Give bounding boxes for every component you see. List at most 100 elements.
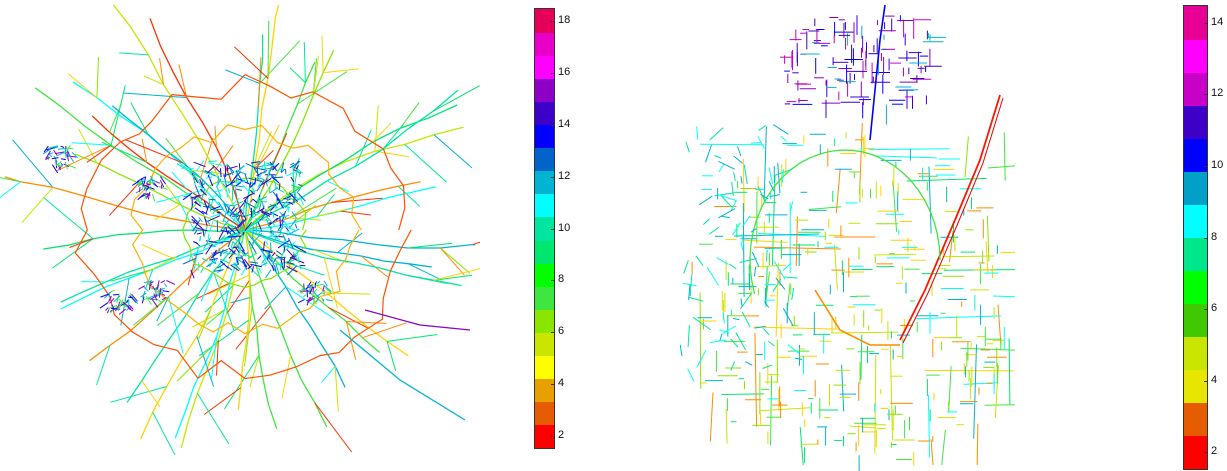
road-segment bbox=[71, 142, 112, 146]
road-segment bbox=[275, 263, 280, 275]
road-segment bbox=[220, 240, 230, 243]
colorbar-tick-label: 12 bbox=[1211, 87, 1224, 100]
road-segment bbox=[769, 194, 780, 198]
road-segment bbox=[235, 182, 242, 187]
road-segment bbox=[252, 198, 258, 204]
road-segment bbox=[265, 240, 269, 246]
road-segment bbox=[257, 167, 266, 171]
road-segment bbox=[244, 173, 249, 184]
road-segment bbox=[259, 40, 301, 84]
road-segment bbox=[159, 179, 165, 188]
road-segment bbox=[153, 182, 158, 187]
road-segment bbox=[191, 172, 199, 183]
road-segment bbox=[225, 252, 238, 255]
road-segment bbox=[45, 148, 50, 151]
road-segment bbox=[190, 269, 195, 279]
colorbar-tick-label: 4 bbox=[1211, 373, 1218, 386]
colorbar-tick-mark bbox=[1204, 452, 1208, 454]
road-segment bbox=[229, 207, 238, 217]
road-segment bbox=[129, 293, 135, 299]
road-segment bbox=[117, 303, 122, 312]
road-segment bbox=[407, 242, 453, 249]
road-segment bbox=[209, 221, 214, 233]
road-segment bbox=[101, 141, 147, 163]
road-network-map-left bbox=[0, 0, 480, 455]
road-segment bbox=[272, 229, 274, 236]
road-segment bbox=[751, 251, 760, 267]
road-segment bbox=[272, 161, 274, 168]
road-segment bbox=[799, 427, 804, 466]
road-segment bbox=[303, 42, 306, 83]
road-segment bbox=[269, 187, 279, 194]
road-segment bbox=[281, 355, 292, 399]
road-segment bbox=[227, 235, 233, 248]
road-segment bbox=[964, 136, 969, 178]
road-segment bbox=[768, 180, 775, 192]
road-segment bbox=[206, 309, 225, 326]
road-segment bbox=[137, 193, 145, 201]
colorbar-tick-mark bbox=[1204, 237, 1208, 239]
road-segment bbox=[228, 212, 240, 216]
road-segment bbox=[178, 64, 188, 98]
road-segment bbox=[43, 145, 49, 153]
road-segment bbox=[868, 148, 950, 151]
road-segment bbox=[942, 255, 995, 258]
road-segment bbox=[115, 302, 123, 309]
road-segment bbox=[137, 180, 146, 188]
road-segment bbox=[741, 233, 745, 246]
road-segment bbox=[215, 178, 222, 188]
road-segment bbox=[243, 259, 251, 268]
road-segment bbox=[212, 164, 221, 173]
road-segment bbox=[235, 170, 243, 181]
road-segment bbox=[193, 161, 206, 168]
road-segment bbox=[244, 305, 253, 367]
road-segment bbox=[106, 309, 110, 314]
road-segment bbox=[124, 299, 128, 304]
road-segment bbox=[771, 175, 776, 266]
road-segment bbox=[334, 366, 339, 412]
colorbar-segment bbox=[535, 332, 554, 357]
road-segment bbox=[205, 170, 213, 180]
colorbar-tick-mark bbox=[551, 20, 555, 22]
road-segment bbox=[258, 200, 263, 211]
road-segment bbox=[60, 162, 63, 167]
road-segment bbox=[53, 149, 58, 156]
road-segment bbox=[733, 155, 743, 164]
colorbar-segment bbox=[1184, 303, 1207, 338]
road-segment bbox=[197, 262, 200, 271]
road-segment bbox=[240, 255, 248, 268]
road-segment bbox=[201, 258, 208, 262]
road-segment bbox=[928, 166, 932, 234]
colorbar-tick-mark bbox=[551, 228, 555, 230]
road-segment bbox=[286, 206, 289, 211]
road-segment bbox=[203, 225, 208, 238]
road-segment bbox=[141, 296, 145, 304]
road-segment bbox=[270, 176, 280, 184]
road-segment bbox=[205, 243, 213, 255]
colorbar-tick-label: 6 bbox=[1211, 302, 1218, 315]
road-segment bbox=[196, 282, 231, 300]
road-segment bbox=[754, 332, 758, 427]
road-segment bbox=[151, 299, 159, 308]
road-segment bbox=[223, 173, 232, 176]
road-segment bbox=[269, 254, 275, 268]
road-segment bbox=[193, 194, 199, 200]
road-segment bbox=[216, 340, 219, 376]
road-segment bbox=[218, 181, 233, 184]
road-segment bbox=[433, 85, 480, 112]
road-segment bbox=[228, 247, 236, 254]
road-segment bbox=[127, 306, 132, 310]
road-segment bbox=[150, 175, 155, 186]
road-segment bbox=[205, 240, 216, 243]
road-segment bbox=[229, 174, 238, 185]
road-segment bbox=[126, 306, 131, 312]
colorbar-tick-mark bbox=[1204, 165, 1208, 167]
colorbar-segment bbox=[535, 424, 554, 449]
road-segment bbox=[54, 162, 63, 168]
road-segment bbox=[71, 151, 78, 159]
road-segment bbox=[280, 168, 286, 173]
road-path bbox=[749, 149, 941, 295]
road-segment bbox=[1008, 338, 1011, 406]
road-path bbox=[74, 153, 246, 231]
road-segment bbox=[245, 254, 252, 259]
